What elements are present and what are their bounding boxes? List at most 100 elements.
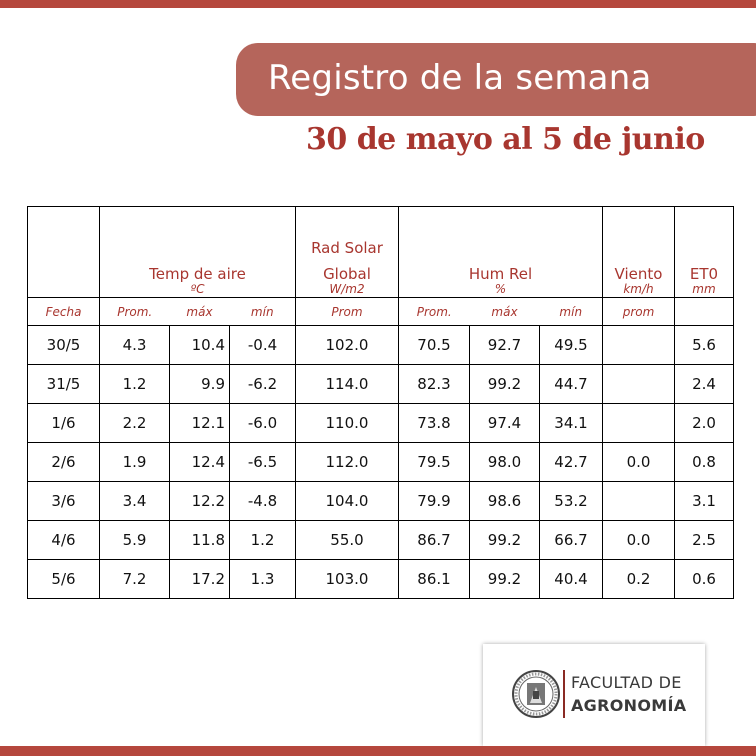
weather-table: Temp de aire ºC Rad Solar Global W/m2 Hu… — [27, 206, 734, 599]
et0-unit: mm — [692, 282, 716, 296]
cell-rad-prom: 104.0 — [295, 481, 399, 521]
cell-hum-prom: 79.9 — [398, 481, 470, 521]
cell-hum-max: 92.7 — [469, 325, 540, 365]
cell-hum-max: 98.0 — [469, 442, 540, 482]
logo-divider — [563, 670, 565, 718]
table-row: 1/6 2.2 12.1 -6.0 110.0 73.8 97.4 34.1 2.0 — [27, 403, 734, 443]
cell-hum-prom: 86.7 — [398, 520, 470, 560]
page-title: Registro de la semana — [268, 58, 652, 98]
cell-et0: 3.1 — [674, 481, 734, 521]
cell-hum-prom: 82.3 — [398, 364, 470, 404]
table-body: 30/5 4.3 10.4 -0.4 102.0 70.5 92.7 49.5 5.6 31/5 1… — [27, 325, 734, 599]
cell-hum-min: 40.4 — [539, 559, 603, 599]
header-hum-rel: Hum Rel % — [398, 206, 603, 298]
cell-viento-prom — [602, 325, 675, 365]
date-range-subtitle: 30 de mayo al 5 de junio — [306, 122, 705, 157]
cell-hum-min: 66.7 — [539, 520, 603, 560]
cell-et0: 0.8 — [674, 442, 734, 482]
cell-hum-min: 42.7 — [539, 442, 603, 482]
header-viento: Viento km/h — [602, 206, 675, 298]
table-row: 31/5 1.2 9.9 -6.2 114.0 82.3 99.2 44.7 2.4 — [27, 364, 734, 404]
cell-temp-prom: 1.2 — [99, 364, 170, 404]
cell-fecha: 31/5 — [27, 364, 100, 404]
cell-hum-max: 99.2 — [469, 364, 540, 404]
hum-rel-label: Hum Rel — [468, 265, 533, 283]
cell-hum-min: 49.5 — [539, 325, 603, 365]
cell-hum-prom: 79.5 — [398, 442, 470, 482]
viento-label: Viento — [614, 265, 663, 283]
header-rad-solar: Rad Solar Global W/m2 — [295, 206, 399, 298]
cell-fecha: 3/6 — [27, 481, 100, 521]
cell-temp-min: -6.5 — [229, 442, 296, 482]
cell-temp-max: 9.9 — [169, 364, 230, 404]
cell-temp-min: -4.8 — [229, 481, 296, 521]
cell-temp-max: 12.1 — [169, 403, 230, 443]
rad-solar-label-2: Global — [323, 265, 371, 283]
subheader-row: Fecha Prom. máx mín Prom Prom. máx mín p… — [27, 297, 734, 326]
subheader-rad-prom: Prom — [295, 297, 399, 326]
cell-temp-min: -6.2 — [229, 364, 296, 404]
subheader-hum-min: mín — [539, 297, 603, 326]
cell-temp-max: 17.2 — [169, 559, 230, 599]
cell-temp-prom: 4.3 — [99, 325, 170, 365]
table-row: 3/6 3.4 12.2 -4.8 104.0 79.9 98.6 53.2 3.1 — [27, 481, 734, 521]
cell-rad-prom: 110.0 — [295, 403, 399, 443]
cell-temp-prom: 7.2 — [99, 559, 170, 599]
rad-solar-label-1: Rad Solar — [311, 239, 383, 257]
cell-hum-max: 99.2 — [469, 520, 540, 560]
cell-rad-prom: 103.0 — [295, 559, 399, 599]
bottom-accent-bar — [0, 746, 756, 756]
university-seal-icon — [512, 670, 560, 718]
cell-temp-prom: 2.2 — [99, 403, 170, 443]
cell-hum-min: 44.7 — [539, 364, 603, 404]
subheader-viento-prom: prom — [602, 297, 675, 326]
cell-temp-min: -6.0 — [229, 403, 296, 443]
cell-rad-prom: 112.0 — [295, 442, 399, 482]
table-row: 5/6 7.2 17.2 1.3 103.0 86.1 99.2 40.4 0.2 0.6 — [27, 559, 734, 599]
cell-viento-prom — [602, 364, 675, 404]
subheader-fecha: Fecha — [27, 297, 100, 326]
cell-temp-max: 10.4 — [169, 325, 230, 365]
faculty-logo-card: FACULTAD DE AGRONOMÍA — [483, 644, 705, 746]
cell-fecha: 2/6 — [27, 442, 100, 482]
cell-hum-min: 53.2 — [539, 481, 603, 521]
cell-rad-prom: 114.0 — [295, 364, 399, 404]
cell-hum-max: 98.6 — [469, 481, 540, 521]
cell-viento-prom: 0.0 — [602, 442, 675, 482]
top-accent-bar — [0, 0, 756, 8]
cell-et0: 2.4 — [674, 364, 734, 404]
header-temp-aire: Temp de aire ºC — [99, 206, 296, 298]
cell-fecha: 1/6 — [27, 403, 100, 443]
cell-temp-min: 1.3 — [229, 559, 296, 599]
table-row: 30/5 4.3 10.4 -0.4 102.0 70.5 92.7 49.5 5.6 — [27, 325, 734, 365]
cell-hum-max: 99.2 — [469, 559, 540, 599]
viento-unit: km/h — [623, 282, 654, 296]
cell-hum-prom: 73.8 — [398, 403, 470, 443]
group-header-row: Temp de aire ºC Rad Solar Global W/m2 Hu… — [27, 206, 734, 298]
cell-et0: 2.5 — [674, 520, 734, 560]
cell-hum-prom: 86.1 — [398, 559, 470, 599]
cell-hum-min: 34.1 — [539, 403, 603, 443]
table-row: 4/6 5.9 11.8 1.2 55.0 86.7 99.2 66.7 0.0 2.5 — [27, 520, 734, 560]
rad-solar-unit: W/m2 — [329, 282, 365, 296]
temp-aire-unit: ºC — [190, 282, 205, 296]
subheader-temp-max: máx — [186, 304, 213, 319]
cell-temp-min: -0.4 — [229, 325, 296, 365]
cell-temp-prom: 5.9 — [99, 520, 170, 560]
cell-rad-prom: 55.0 — [295, 520, 399, 560]
subheader-hum-max: máx — [491, 304, 518, 319]
subheader-et0 — [674, 297, 734, 326]
subheader-temp-prom: Prom. — [99, 297, 170, 326]
cell-hum-max: 97.4 — [469, 403, 540, 443]
header-fecha-cell — [27, 206, 100, 298]
cell-viento-prom: 0.0 — [602, 520, 675, 560]
header-et0: ET0 mm — [674, 206, 734, 298]
table-row: 2/6 1.9 12.4 -6.5 112.0 79.5 98.0 42.7 0.0 0.8 — [27, 442, 734, 482]
cell-temp-prom: 3.4 — [99, 481, 170, 521]
et0-label: ET0 — [689, 265, 719, 283]
title-banner — [236, 43, 756, 116]
cell-et0: 0.6 — [674, 559, 734, 599]
cell-fecha: 4/6 — [27, 520, 100, 560]
cell-et0: 5.6 — [674, 325, 734, 365]
subheader-temp-min: mín — [229, 297, 296, 326]
